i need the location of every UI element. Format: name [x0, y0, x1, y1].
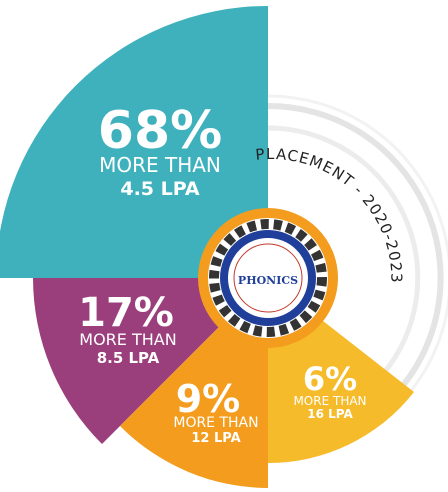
ring — [267, 125, 421, 376]
segment-line1: MORE THAN — [99, 153, 221, 177]
segment-line2: 16 LPA — [307, 407, 353, 421]
logo-name: PHONICS — [238, 274, 298, 287]
segment-line2: 8.5 LPA — [97, 349, 160, 367]
segment-line2: 12 LPA — [191, 431, 240, 446]
segment-value: 6% — [303, 360, 357, 398]
segment-line1: MORE THAN — [173, 415, 258, 431]
segment-teal — [0, 6, 268, 278]
segment-line1: MORE THAN — [79, 330, 176, 349]
ring — [267, 94, 448, 393]
ring — [267, 102, 444, 391]
segment-value: 17% — [78, 290, 174, 336]
segment-value: 68% — [98, 101, 222, 161]
segment-purple — [33, 278, 268, 444]
logo-gear — [209, 219, 327, 337]
segment-line2: 4.5 LPA — [120, 178, 200, 200]
segment-value: 9% — [176, 377, 241, 421]
logo-inner — [233, 243, 303, 313]
segment-line1: MORE THAN — [293, 394, 366, 408]
